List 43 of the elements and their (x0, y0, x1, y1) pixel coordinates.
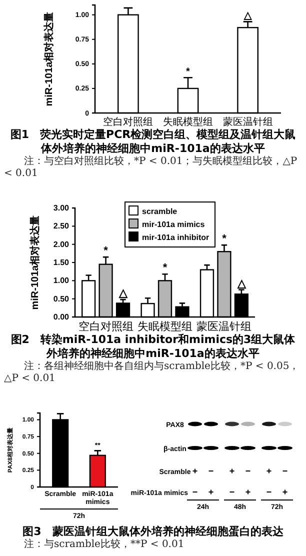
text: + (229, 466, 235, 476)
y-tick-label: 2.00 (53, 240, 70, 249)
data-label: * (222, 233, 228, 246)
text: − (208, 466, 214, 476)
y-tick-label: 0.00 (53, 312, 70, 322)
data-label: △ (118, 288, 128, 300)
data-label: * (162, 262, 168, 274)
y-tick-label: 1.00 (53, 276, 70, 286)
text: 图3 蒙医温针组大鼠体外培养的神经细胞蛋白的表达 (22, 525, 284, 538)
text: 图2 转染miR-101a inhibitor和mimics的3组大鼠体外培养的神经细胞中miR-101a的表达水平 (10, 333, 296, 360)
x-tick-label: 失眠模型组 (163, 116, 213, 128)
y-tick-label: 3.00 (53, 204, 70, 213)
y-axis-title: miR-101a相对表达量 (43, 12, 55, 106)
text: + (266, 466, 272, 476)
legend-label: mir-101a mimics (142, 220, 206, 229)
text: + (245, 487, 251, 497)
text: 注：与scramble比较，**P < 0.01 (23, 539, 186, 551)
text: − (229, 487, 235, 497)
text: − (245, 466, 251, 476)
x-tick-label: 蒙医温针组 (196, 320, 252, 333)
text: − (192, 487, 198, 497)
text: + (208, 487, 214, 497)
x-tick-label: 蒙医温针组 (222, 116, 273, 128)
data-label: △ (236, 278, 246, 290)
legend-label: mir-101a inhibitor (142, 233, 210, 242)
x-tick-label: 空白对照组 (78, 320, 134, 333)
text: 注：各组神经细胞中各自组内与scramble比较，*P < 0.05，△P < 0.01 (3, 361, 300, 385)
data-label: * (186, 66, 190, 78)
y-tick-label: 1.50 (53, 258, 70, 268)
data-label: △ (242, 10, 252, 22)
y-tick-label: 2.50 (53, 222, 70, 231)
text: + (192, 466, 198, 476)
text: − (282, 466, 288, 476)
legend-label: scramble (142, 207, 178, 216)
text: + (282, 487, 288, 497)
text: 注：与空白对照组比较，*P < 0.01；与失眠模型组比较，△P < 0.01 (3, 156, 298, 180)
text: − (266, 487, 272, 497)
text: 图1 荧光实时定量PCR检测空白组、模型组及温针组大鼠体外培养的神经细胞中miR-101a的表达水平 (9, 128, 297, 156)
y-axis-title: miR-101a相对表达量 (29, 215, 41, 310)
y-tick-label: 0.50 (53, 294, 70, 304)
data-label: * (104, 245, 109, 258)
x-tick-label: 空白对照组 (103, 116, 154, 128)
x-tick-label: 失眠模型组 (138, 320, 192, 333)
